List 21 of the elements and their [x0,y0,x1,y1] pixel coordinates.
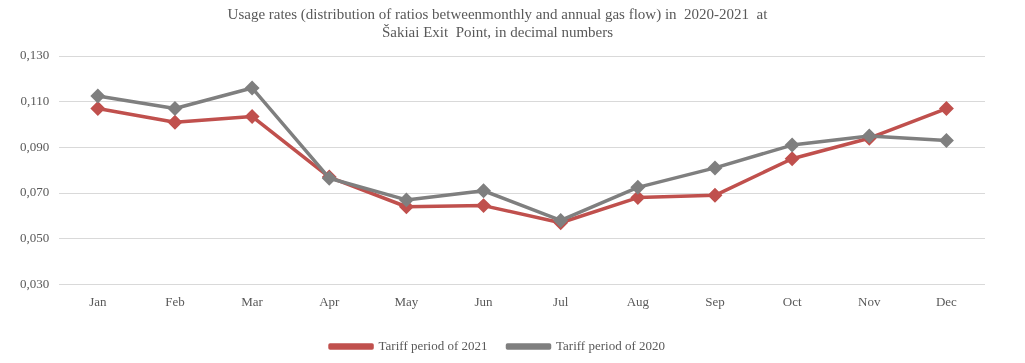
y-tick-label: 0,130 [20,47,50,63]
y-tick-label: 0,110 [20,93,50,109]
y-tick-label: 0,090 [20,138,50,154]
x-tick-label: Jul [553,293,569,309]
x-tick-label: Sep [705,293,725,309]
legend-label: Tariff period of 2020 [556,337,665,353]
y-tick-label: 0,050 [20,230,50,246]
x-tick-label: Mar [241,293,264,309]
x-tick-label: Feb [165,293,185,309]
x-tick-label: Oct [782,293,802,309]
legend-label: Tariff period of 2021 [378,337,488,353]
x-tick-label: Aug [626,293,650,309]
y-tick-label: 0,070 [20,184,50,200]
x-tick-label: Jun [474,293,494,309]
x-tick-label: Apr [319,293,341,309]
y-tick-label: 0,030 [20,275,50,291]
x-tick-label: Nov [858,293,881,309]
chart-title: Usage rates (distribution of ratios betweenmonthly and annual gas flow) in 2020-2021 at Šakiai Exit Point, in decimal numbers [227,5,769,40]
x-tick-label: May [394,293,419,309]
x-tick-label: Jan [89,293,107,309]
x-tick-label: Dec [935,293,958,309]
